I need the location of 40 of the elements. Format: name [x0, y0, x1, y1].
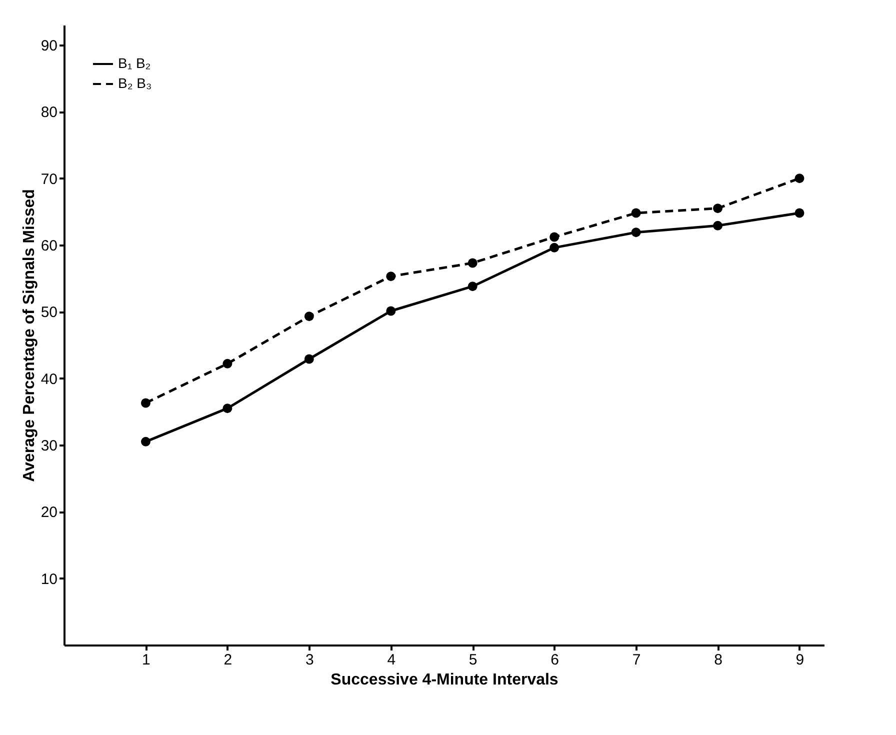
- y-tick-label: 60: [40, 238, 58, 254]
- y-axis-title: Average Percentage of Signals Missed: [20, 189, 38, 482]
- point: [794, 174, 804, 184]
- legend-label: B₂ B₃: [118, 75, 152, 91]
- x-tick-label: 2: [224, 652, 232, 668]
- x-tick-label: 1: [142, 652, 150, 668]
- x-tick-label: 3: [305, 652, 314, 668]
- point: [140, 398, 150, 408]
- point: [713, 220, 723, 230]
- x-axis-title: Successive 4-Minute Intervals: [330, 672, 558, 688]
- x-tick-label: 5: [468, 652, 478, 668]
- x-tick-label: 4: [387, 652, 396, 668]
- point: [140, 436, 150, 446]
- point: [550, 232, 560, 242]
- point: [794, 208, 804, 218]
- y-tick-label: 40: [40, 370, 58, 388]
- point: [304, 354, 314, 364]
- x-tick-label: 9: [796, 652, 804, 668]
- point: [222, 358, 232, 368]
- point: [631, 228, 641, 238]
- y-tick-label: 70: [40, 170, 58, 188]
- y-tick-label: 20: [40, 504, 58, 522]
- point: [631, 208, 641, 218]
- x-tick-label: 7: [632, 652, 641, 668]
- point: [468, 282, 478, 292]
- point: [304, 312, 314, 322]
- point: [713, 204, 723, 214]
- legend-label: B₁ B₂: [118, 55, 151, 71]
- y-tick-label: 80: [40, 104, 58, 122]
- y-tick-label: 30: [40, 438, 58, 454]
- point: [550, 242, 560, 252]
- point: [222, 404, 232, 414]
- y-tick-label: 90: [40, 38, 58, 54]
- x-tick-label: 6: [550, 652, 559, 668]
- y-tick-label: 10: [40, 570, 58, 588]
- y-tick-label: 50: [40, 304, 58, 322]
- point: [386, 306, 396, 316]
- point: [386, 272, 396, 282]
- point: [468, 258, 478, 268]
- x-tick-label: 8: [714, 652, 722, 668]
